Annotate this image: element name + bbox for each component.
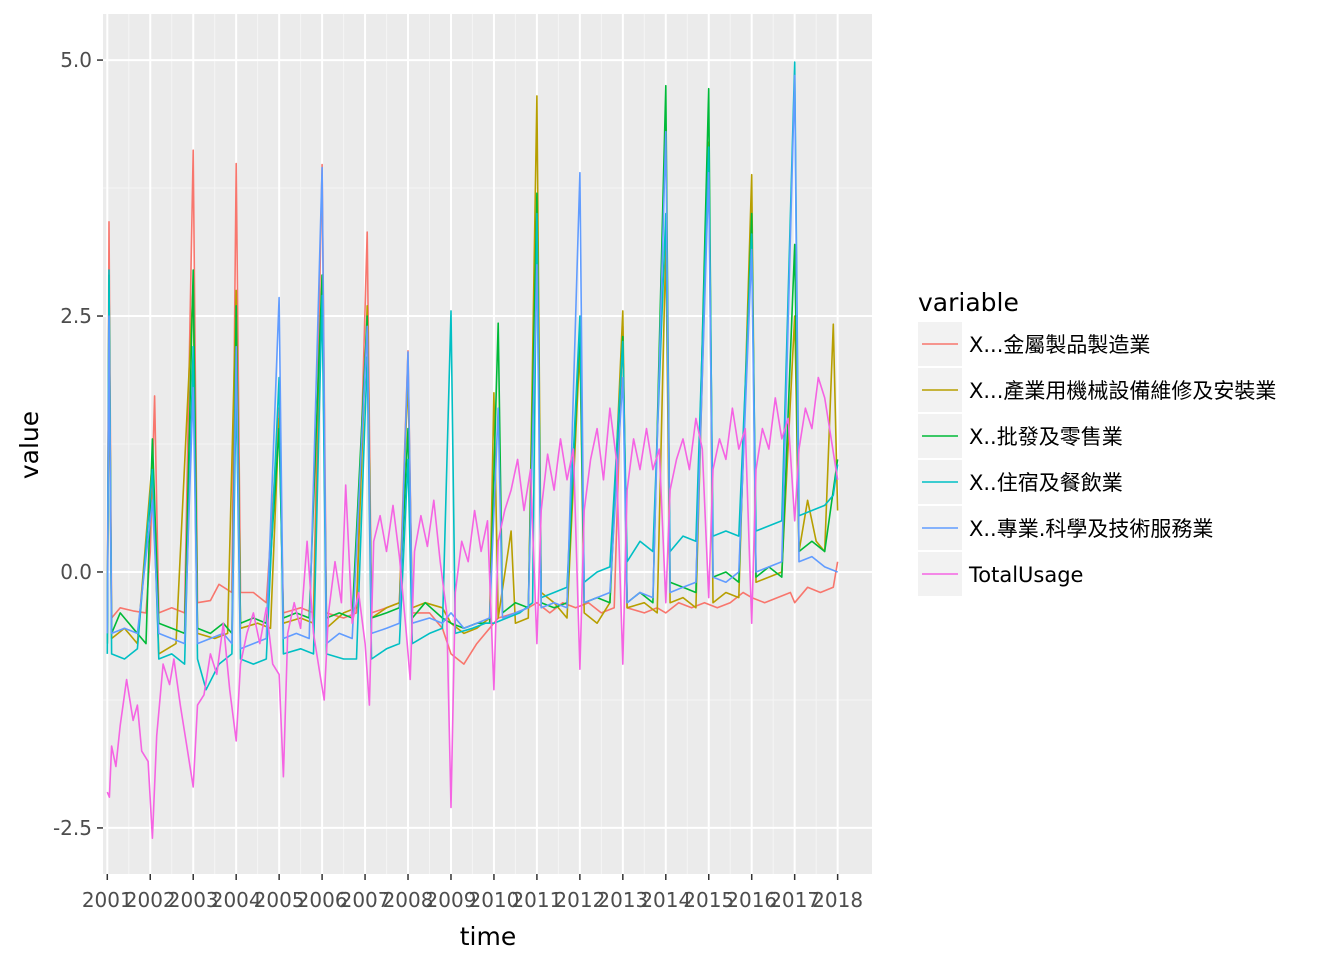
x-axis-title: time <box>460 922 516 951</box>
x-tick-label: 2016 <box>726 888 777 912</box>
y-axis-ticks: 5.0 2.5 0.0 -2.5 <box>53 48 103 840</box>
legend-label: X...金屬製品製造業 <box>969 333 1150 357</box>
y-tick-label: 0.0 <box>60 560 92 584</box>
x-tick-label: 2014 <box>640 888 691 912</box>
x-tick-label: 2007 <box>340 888 391 912</box>
legend-label: X...產業用機械設備維修及安裝業 <box>969 379 1276 403</box>
legend-label: X..住宿及餐飲業 <box>969 471 1123 495</box>
x-tick-label: 2005 <box>254 888 305 912</box>
x-tick-label: 2006 <box>297 888 348 912</box>
x-tick-label: 2003 <box>168 888 219 912</box>
legend-items: X...金屬製品製造業 X...產業用機械設備維修及安裝業 X..批發及零售業 X..… <box>918 322 1276 596</box>
y-axis-title: value <box>15 411 44 479</box>
series-line <box>106 376 839 839</box>
legend-label: X..批發及零售業 <box>969 425 1123 449</box>
x-tick-label: 2010 <box>468 888 519 912</box>
x-tick-label: 2001 <box>82 888 133 912</box>
x-tick-label: 2013 <box>597 888 648 912</box>
x-tick-label: 2004 <box>211 888 262 912</box>
y-tick-label: -2.5 <box>53 816 92 840</box>
x-tick-label: 2002 <box>125 888 176 912</box>
x-axis-ticks: 2001200220032004200520062007200820092010… <box>82 874 863 912</box>
legend-title: variable <box>918 288 1019 317</box>
x-tick-label: 2009 <box>426 888 477 912</box>
y-tick-label: 2.5 <box>60 304 92 328</box>
series-line <box>106 95 839 655</box>
x-tick-label: 2008 <box>383 888 434 912</box>
y-tick-label: 5.0 <box>60 48 92 72</box>
series-lines <box>106 61 839 839</box>
series-line <box>106 74 838 650</box>
x-tick-label: 2011 <box>511 888 562 912</box>
x-tick-label: 2018 <box>812 888 863 912</box>
x-tick-label: 2012 <box>554 888 605 912</box>
legend-label: X..專業.科學及技術服務業 <box>969 517 1213 541</box>
legend: variable X...金屬製品製造業X...產業用機械設備維修及安裝業X..… <box>918 288 1276 596</box>
x-tick-label: 2015 <box>683 888 734 912</box>
legend-label: TotalUsage <box>968 563 1083 587</box>
x-tick-label: 2017 <box>769 888 820 912</box>
